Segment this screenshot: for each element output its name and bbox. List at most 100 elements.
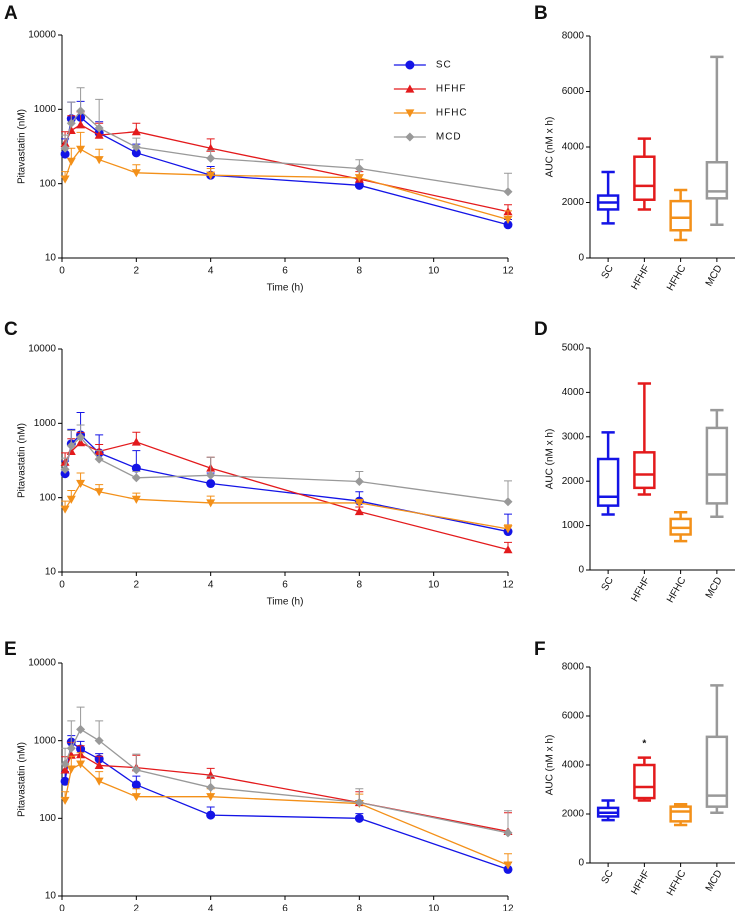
- x-tick-label: MCD: [704, 868, 725, 893]
- x-tick-label: 6: [282, 580, 288, 591]
- data-point: [503, 525, 513, 534]
- data-point: [66, 157, 76, 166]
- x-tick-label: 12: [502, 580, 514, 591]
- data-point: [131, 495, 141, 504]
- data-point: [66, 750, 76, 759]
- data-point: [131, 127, 141, 136]
- x-tick-label: 2: [134, 580, 140, 591]
- legend-marker: [405, 109, 415, 118]
- x-tick-label: 2: [134, 266, 140, 277]
- data-point: [60, 175, 70, 184]
- y-tick-label: 1000: [34, 104, 57, 115]
- y-tick-label: 2000: [562, 197, 585, 208]
- y-axis-title: Pitavastatin (nM): [17, 109, 28, 184]
- x-tick-label: SC: [600, 575, 616, 593]
- y-tick-label: 1000: [34, 418, 57, 429]
- panel-label: D: [534, 319, 548, 340]
- box: [705, 161, 729, 200]
- data-point: [354, 174, 364, 183]
- series-line: [64, 148, 509, 221]
- data-point: [354, 477, 364, 487]
- x-tick-label: 4: [208, 580, 214, 591]
- data-point: [503, 220, 513, 230]
- whisker: [710, 408, 724, 518]
- data-point: [131, 793, 141, 802]
- x-tick-label: 10: [428, 580, 440, 591]
- data-point: [206, 770, 216, 779]
- data-point: [503, 215, 513, 224]
- data-point: [60, 505, 70, 514]
- error-bar: [67, 720, 76, 749]
- x-tick-label: HFHC: [665, 575, 688, 605]
- legend-label: HFHC: [436, 108, 468, 119]
- data-point: [60, 143, 70, 153]
- y-tick-label: 3000: [562, 431, 585, 442]
- whisker: [673, 511, 688, 543]
- y-axis-title: AUC (nM x h): [545, 735, 556, 796]
- y-axis-title: AUC (nM x h): [545, 117, 556, 178]
- series-line: [64, 110, 509, 193]
- x-tick-label: MCD: [704, 263, 725, 288]
- y-tick-label: 100: [39, 178, 56, 189]
- data-point: [76, 479, 86, 489]
- data-point: [60, 796, 70, 805]
- data-point: [206, 499, 216, 508]
- x-tick-label: 0: [59, 266, 65, 277]
- x-axis-title: Time (h): [267, 283, 304, 294]
- data-point: [66, 118, 76, 128]
- box: [633, 451, 656, 490]
- data-point: [60, 759, 70, 769]
- y-tick-label: 0: [578, 253, 584, 264]
- box: [633, 763, 656, 800]
- y-axis-title: AUC (nM x h): [545, 429, 556, 490]
- data-point: [354, 163, 364, 173]
- x-tick-label: HFHC: [665, 868, 688, 898]
- data-point: [206, 171, 216, 180]
- data-point: [206, 793, 216, 802]
- box: [596, 457, 620, 507]
- data-point: [76, 145, 86, 154]
- y-tick-label: 4000: [562, 387, 585, 398]
- data-point: [94, 760, 104, 770]
- panel-label: E: [4, 639, 17, 660]
- data-point: [94, 777, 104, 786]
- y-tick-label: 0: [578, 858, 584, 869]
- data-point: [131, 463, 141, 473]
- x-tick-label: 8: [357, 266, 363, 277]
- data-point: [206, 479, 216, 489]
- x-tick-label: HFHF: [629, 263, 652, 292]
- y-tick-label: 0: [578, 565, 584, 576]
- panel-label: B: [534, 3, 548, 24]
- y-tick-label: 2000: [562, 809, 585, 820]
- data-point: [66, 743, 76, 753]
- legend-label: MCD: [436, 132, 462, 143]
- legend-marker: [405, 132, 415, 142]
- y-tick-label: 100: [39, 813, 56, 824]
- x-tick-label: 4: [208, 266, 214, 277]
- x-tick-label: HFHF: [629, 575, 652, 604]
- data-point: [60, 776, 70, 786]
- data-point: [66, 495, 76, 504]
- data-point: [354, 180, 364, 190]
- data-point: [206, 153, 216, 163]
- data-point: [76, 106, 86, 116]
- y-tick-label: 10000: [28, 30, 56, 41]
- significance-mark: *: [642, 738, 646, 749]
- x-tick-label: 6: [282, 904, 288, 911]
- box: [633, 155, 656, 201]
- x-tick-label: 0: [59, 904, 65, 911]
- x-axis-title: Time (h): [267, 597, 304, 608]
- data-point: [76, 432, 86, 442]
- x-tick-label: 10: [428, 904, 440, 911]
- data-point: [206, 810, 216, 820]
- x-tick-label: HFHF: [629, 868, 652, 897]
- data-point: [503, 545, 513, 554]
- whisker: [637, 137, 652, 211]
- legend-marker: [405, 60, 415, 70]
- x-tick-label: SC: [600, 868, 616, 886]
- panel-label: A: [4, 3, 18, 24]
- data-point: [354, 499, 364, 508]
- x-tick-label: HFHC: [665, 263, 688, 293]
- x-tick-label: 10: [428, 266, 440, 277]
